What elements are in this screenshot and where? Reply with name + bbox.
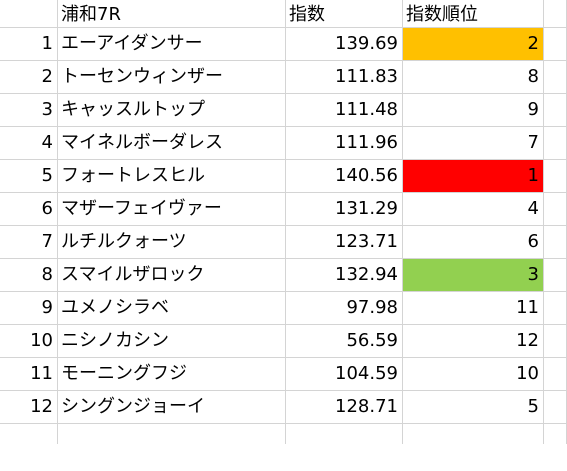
empty-cell[interactable] <box>0 424 58 444</box>
rank-cell[interactable]: 11 <box>403 292 544 325</box>
rank-cell[interactable]: 8 <box>403 61 544 94</box>
header-row: 浦和7R 指数 指数順位 <box>0 0 567 28</box>
score-cell[interactable]: 140.56 <box>286 160 403 193</box>
row-number-cell[interactable]: 11 <box>0 358 58 391</box>
horse-name-cell[interactable]: ユメノシラベ <box>58 292 286 325</box>
horse-name-cell[interactable]: シングンジョーイ <box>58 391 286 424</box>
score-cell[interactable]: 111.96 <box>286 127 403 160</box>
table-row: 8 スマイルザロック 132.94 3 <box>0 259 567 292</box>
rank-cell[interactable]: 4 <box>403 193 544 226</box>
blank-cell[interactable] <box>544 28 567 61</box>
row-number-cell[interactable]: 3 <box>0 94 58 127</box>
score-cell[interactable]: 123.71 <box>286 226 403 259</box>
table-row: 10 ニシノカシン 56.59 12 <box>0 325 567 358</box>
blank-cell[interactable] <box>544 94 567 127</box>
row-number-cell[interactable]: 1 <box>0 28 58 61</box>
rank-cell[interactable]: 7 <box>403 127 544 160</box>
cell-blank[interactable] <box>544 0 567 28</box>
rank-cell[interactable]: 6 <box>403 226 544 259</box>
rank-cell[interactable]: 1 <box>403 160 544 193</box>
cell-blank[interactable] <box>0 0 58 28</box>
blank-cell[interactable] <box>544 160 567 193</box>
horse-name-cell[interactable]: マイネルボーダレス <box>58 127 286 160</box>
row-number-cell[interactable]: 2 <box>0 61 58 94</box>
score-cell[interactable]: 128.71 <box>286 391 403 424</box>
table-row: 4 マイネルボーダレス 111.96 7 <box>0 127 567 160</box>
horse-name-cell[interactable]: キャッスルトップ <box>58 94 286 127</box>
rank-cell[interactable]: 2 <box>403 28 544 61</box>
horse-name-cell[interactable]: ニシノカシン <box>58 325 286 358</box>
table-row: 9 ユメノシラベ 97.98 11 <box>0 292 567 325</box>
rank-cell[interactable]: 9 <box>403 94 544 127</box>
rank-cell[interactable]: 5 <box>403 391 544 424</box>
table-row: 1 エーアイダンサー 139.69 2 <box>0 28 567 61</box>
table-row: 2 トーセンウィンザー 111.83 8 <box>0 61 567 94</box>
row-number-cell[interactable]: 10 <box>0 325 58 358</box>
blank-cell[interactable] <box>544 193 567 226</box>
rank-cell[interactable]: 3 <box>403 259 544 292</box>
table-row: 12 シングンジョーイ 128.71 5 <box>0 391 567 424</box>
blank-cell[interactable] <box>544 292 567 325</box>
score-cell[interactable]: 97.98 <box>286 292 403 325</box>
table-row: 7 ルチルクォーツ 123.71 6 <box>0 226 567 259</box>
empty-cell[interactable] <box>403 424 544 444</box>
row-number-cell[interactable]: 5 <box>0 160 58 193</box>
horse-name-cell[interactable]: モーニングフジ <box>58 358 286 391</box>
horse-name-cell[interactable]: スマイルザロック <box>58 259 286 292</box>
empty-cell[interactable] <box>286 424 403 444</box>
score-cell[interactable]: 111.83 <box>286 61 403 94</box>
blank-cell[interactable] <box>544 391 567 424</box>
score-cell[interactable]: 131.29 <box>286 193 403 226</box>
rank-cell[interactable]: 10 <box>403 358 544 391</box>
score-cell[interactable]: 104.59 <box>286 358 403 391</box>
blank-cell[interactable] <box>544 325 567 358</box>
empty-cell[interactable] <box>58 424 286 444</box>
score-cell[interactable]: 56.59 <box>286 325 403 358</box>
blank-cell[interactable] <box>544 259 567 292</box>
header-score[interactable]: 指数 <box>286 0 403 28</box>
horse-name-cell[interactable]: トーセンウィンザー <box>58 61 286 94</box>
blank-cell[interactable] <box>544 358 567 391</box>
score-cell[interactable]: 132.94 <box>286 259 403 292</box>
table-row: 11 モーニングフジ 104.59 10 <box>0 358 567 391</box>
horse-name-cell[interactable]: フォートレスヒル <box>58 160 286 193</box>
row-number-cell[interactable]: 4 <box>0 127 58 160</box>
horse-name-cell[interactable]: マザーフェイヴァー <box>58 193 286 226</box>
score-cell[interactable]: 111.48 <box>286 94 403 127</box>
horse-name-cell[interactable]: エーアイダンサー <box>58 28 286 61</box>
row-number-cell[interactable]: 7 <box>0 226 58 259</box>
table-row: 6 マザーフェイヴァー 131.29 4 <box>0 193 567 226</box>
row-number-cell[interactable]: 6 <box>0 193 58 226</box>
score-cell[interactable]: 139.69 <box>286 28 403 61</box>
table-row: 5 フォートレスヒル 140.56 1 <box>0 160 567 193</box>
table-row-empty <box>0 424 567 457</box>
table-row: 3 キャッスルトップ 111.48 9 <box>0 94 567 127</box>
row-number-cell[interactable]: 12 <box>0 391 58 424</box>
blank-cell[interactable] <box>544 127 567 160</box>
rank-cell[interactable]: 12 <box>403 325 544 358</box>
horse-name-cell[interactable]: ルチルクォーツ <box>58 226 286 259</box>
row-number-cell[interactable]: 8 <box>0 259 58 292</box>
row-number-cell[interactable]: 9 <box>0 292 58 325</box>
header-rank[interactable]: 指数順位 <box>403 0 544 28</box>
empty-cell[interactable] <box>544 424 567 444</box>
blank-cell[interactable] <box>544 226 567 259</box>
header-race-name[interactable]: 浦和7R <box>58 0 286 28</box>
blank-cell[interactable] <box>544 61 567 94</box>
